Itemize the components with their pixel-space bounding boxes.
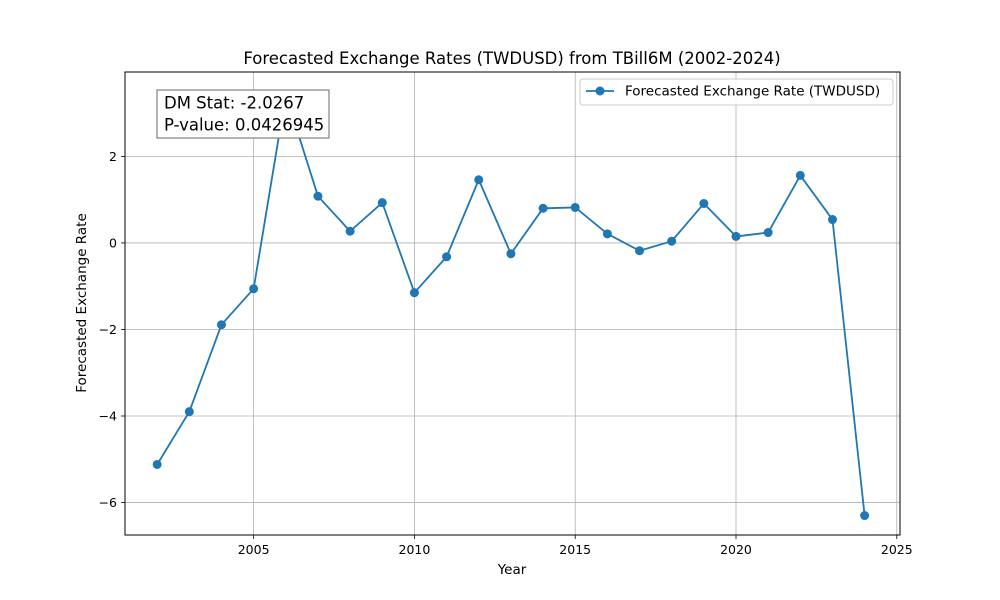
- y-tick-label: 2: [109, 149, 117, 164]
- plot-frame: [124, 71, 901, 536]
- stats-annotation: DM Stat: -2.0267 P-value: 0.0426945: [156, 89, 330, 139]
- series-layer: [152, 90, 870, 521]
- data-point: [216, 320, 226, 330]
- data-point: [345, 226, 355, 236]
- y-tick-label: 0: [109, 235, 117, 250]
- y-tick-label: −2: [99, 322, 117, 337]
- data-point: [570, 202, 580, 212]
- x-tick-label: 2005: [238, 542, 270, 557]
- data-point: [474, 175, 484, 185]
- y-tick-label: −6: [99, 495, 117, 510]
- axis-ticks: 2005 2010 2015 2020 2025 −6 −4 −2 0 2: [99, 149, 913, 557]
- y-tick-label: −4: [99, 409, 117, 424]
- dm-stat-text: DM Stat: -2.0267: [164, 94, 304, 113]
- grid: [125, 72, 900, 535]
- legend: Forecasted Exchange Rate (TWDUSD): [579, 78, 894, 106]
- data-point: [442, 252, 452, 262]
- legend-dot-marker: [595, 86, 605, 96]
- annotation-box: [156, 89, 330, 139]
- x-tick-label: 2015: [559, 542, 591, 557]
- x-tick-label: 2025: [881, 542, 913, 557]
- data-point: [184, 407, 194, 417]
- chart-title: Forecasted Exchange Rates (TWDUSD) from …: [243, 49, 780, 68]
- legend-box: [579, 78, 894, 106]
- data-point: [377, 198, 387, 208]
- p-value-text: P-value: 0.0426945: [164, 116, 324, 135]
- data-point: [152, 459, 162, 469]
- data-point: [795, 170, 805, 180]
- data-point: [506, 249, 516, 259]
- x-tick-label: 2010: [399, 542, 431, 557]
- data-point: [827, 215, 837, 225]
- data-point: [860, 511, 870, 521]
- data-point: [409, 288, 419, 298]
- data-point: [538, 203, 548, 213]
- data-point: [313, 191, 323, 201]
- data-point: [602, 229, 612, 239]
- data-point: [635, 246, 645, 256]
- x-tick-label: 2020: [720, 542, 752, 557]
- data-point: [249, 284, 259, 294]
- data-point: [731, 231, 741, 241]
- x-axis-label: Year: [497, 562, 527, 578]
- legend-label: Forecasted Exchange Rate (TWDUSD): [625, 84, 880, 100]
- data-point: [699, 199, 709, 209]
- data-point: [667, 236, 677, 246]
- data-point: [763, 228, 773, 238]
- y-axis-label: Forecasted Exchange Rate: [74, 213, 90, 393]
